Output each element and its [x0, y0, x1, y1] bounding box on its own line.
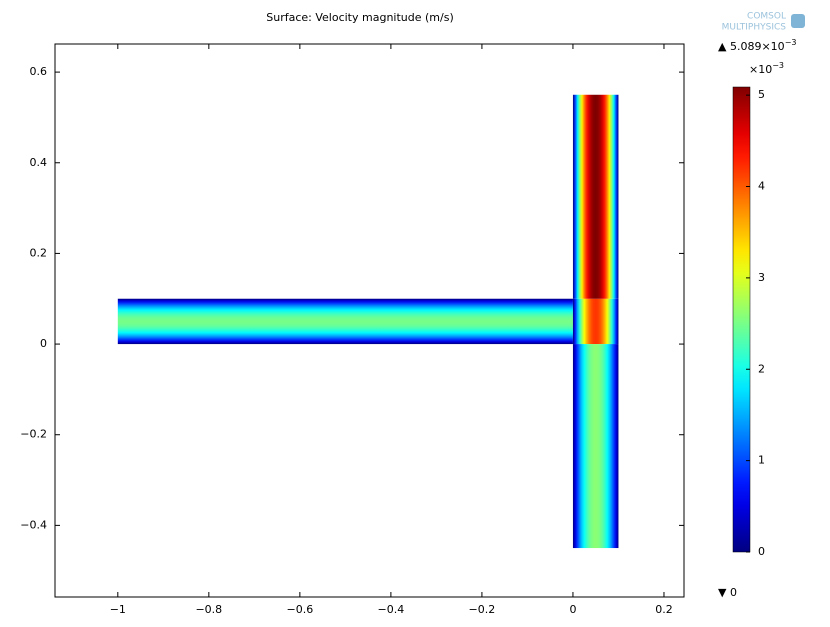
- x-tick-label: −0.2: [469, 603, 496, 616]
- max-exponent: −3: [785, 38, 797, 47]
- x-tick-label: −0.8: [195, 603, 222, 616]
- flow-domain: [572, 344, 619, 549]
- logo-text: COMSOL: [747, 12, 786, 22]
- colorbar-tick-label: 4: [758, 180, 765, 193]
- y-tick-label: 0.4: [30, 156, 48, 169]
- flow-domain: [572, 94, 619, 299]
- min-value: 0: [730, 586, 737, 599]
- multiplier-base: ×10: [749, 63, 772, 76]
- x-tick-label: −0.4: [378, 603, 405, 616]
- x-tick-label: −0.6: [287, 603, 314, 616]
- colorbar: [732, 86, 751, 553]
- y-tick-label: 0: [40, 337, 47, 350]
- min-label: ▼ 0: [718, 586, 737, 599]
- y-tick-label: −0.4: [20, 518, 47, 531]
- colorbar-tick-label: 3: [758, 271, 765, 284]
- plot-frame: [54, 43, 685, 598]
- y-tick-label: 0.6: [30, 65, 48, 78]
- x-tick-label: 0.2: [655, 603, 673, 616]
- flow-domain: [117, 298, 573, 345]
- colorbar-tick-label: 1: [758, 454, 765, 467]
- colorbar-tick-label: 5: [758, 88, 765, 101]
- y-tick-label: −0.2: [20, 428, 47, 441]
- logo-text: MULTIPHYSICS: [722, 23, 787, 33]
- colorbar-tick-label: 2: [758, 362, 765, 375]
- multiplier: ×10−3: [749, 61, 784, 77]
- x-tick-label: −1: [110, 603, 126, 616]
- x-tick-label: 0: [569, 603, 576, 616]
- max-value: 5.089×10: [730, 40, 785, 53]
- flow-domain: [572, 298, 619, 345]
- logo-icon: [791, 14, 805, 28]
- max-label: ▲ 5.089×10−3: [718, 38, 796, 54]
- multiplier-exponent: −3: [772, 61, 784, 70]
- y-tick-label: 0.2: [30, 246, 48, 259]
- colorbar-tick-label: 0: [758, 545, 765, 558]
- chart-title: Surface: Velocity magnitude (m/s): [266, 11, 454, 24]
